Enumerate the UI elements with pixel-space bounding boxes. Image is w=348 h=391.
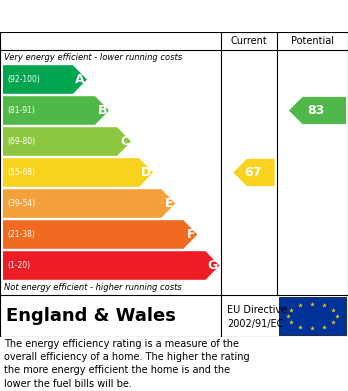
Text: The energy efficiency rating is a measure of the
overall efficiency of a home. T: The energy efficiency rating is a measur… xyxy=(4,339,250,389)
Polygon shape xyxy=(3,96,109,125)
Text: (92-100): (92-100) xyxy=(7,75,40,84)
Text: F: F xyxy=(187,228,195,241)
Text: 83: 83 xyxy=(307,104,325,117)
Text: (39-54): (39-54) xyxy=(7,199,35,208)
Text: (55-68): (55-68) xyxy=(7,168,35,177)
Text: (69-80): (69-80) xyxy=(7,137,35,146)
Polygon shape xyxy=(3,251,220,280)
Text: Current: Current xyxy=(230,36,267,46)
Text: A: A xyxy=(75,73,85,86)
Text: Not energy efficient - higher running costs: Not energy efficient - higher running co… xyxy=(4,283,182,292)
Bar xyxy=(279,297,346,335)
Text: Very energy efficient - lower running costs: Very energy efficient - lower running co… xyxy=(4,53,182,62)
Polygon shape xyxy=(3,65,87,94)
Text: G: G xyxy=(207,259,218,272)
Text: Energy Efficiency Rating: Energy Efficiency Rating xyxy=(9,9,230,23)
Text: (21-38): (21-38) xyxy=(7,230,35,239)
Text: EU Directive: EU Directive xyxy=(227,305,287,315)
Polygon shape xyxy=(3,220,197,249)
Polygon shape xyxy=(3,127,131,156)
Text: (81-91): (81-91) xyxy=(7,106,35,115)
Polygon shape xyxy=(3,189,175,218)
Text: Potential: Potential xyxy=(291,36,334,46)
Text: C: C xyxy=(120,135,129,148)
Text: B: B xyxy=(97,104,107,117)
Polygon shape xyxy=(289,97,346,124)
Text: 2002/91/EC: 2002/91/EC xyxy=(227,319,283,328)
Text: England & Wales: England & Wales xyxy=(6,307,176,325)
Text: E: E xyxy=(165,197,173,210)
Text: (1-20): (1-20) xyxy=(7,261,30,270)
Text: 67: 67 xyxy=(244,166,261,179)
Polygon shape xyxy=(233,159,275,186)
Text: D: D xyxy=(141,166,151,179)
Polygon shape xyxy=(3,158,153,187)
